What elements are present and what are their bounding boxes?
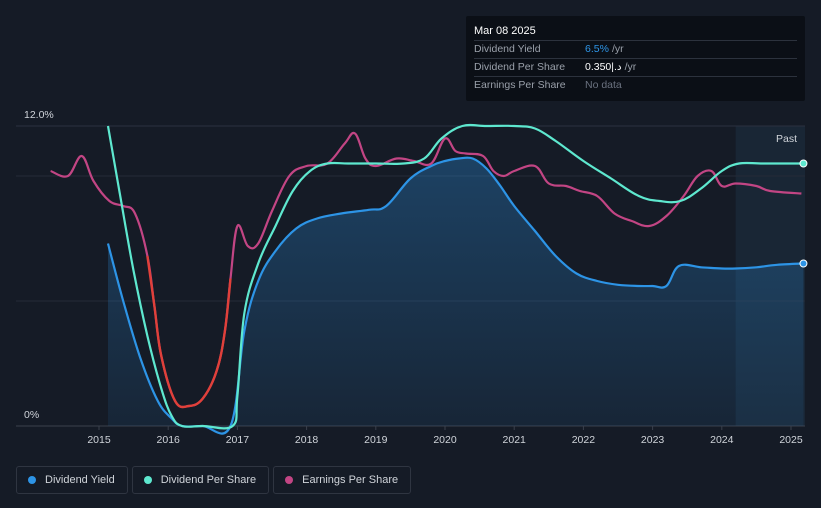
tooltip-value: 6.5% — [585, 43, 609, 55]
x-tick-label: 2022 — [572, 434, 596, 446]
series-line-earnings-per-share-decline — [146, 255, 232, 409]
series-lines-layer — [50, 123, 808, 435]
x-tick-label: 2018 — [295, 434, 319, 446]
end-marker-dividend-yield — [799, 259, 808, 268]
tooltip-label: Earnings Per Share — [474, 79, 566, 91]
x-tick-label: 2016 — [157, 434, 181, 446]
end-marker-dividend-per-share — [799, 159, 808, 168]
legend-dot-icon — [143, 476, 152, 484]
tooltip-row-dividend-yield: Dividend Yield 6.5% /yr — [474, 40, 797, 58]
tooltip-panel: Mar 08 2025 Dividend Yield 6.5% /yr Divi… — [466, 16, 805, 101]
legend-label: Dividend Per Share — [160, 474, 257, 486]
tooltip-value: 0.350|.د — [585, 61, 622, 73]
tooltip-row-earnings-per-share: Earnings Per Share No data — [474, 76, 797, 94]
x-tick-label: 2020 — [433, 434, 457, 446]
tooltip-unit: /yr — [624, 61, 637, 73]
x-tick-label: 2024 — [710, 434, 734, 446]
x-tick-label: 2023 — [641, 434, 665, 446]
x-tick-label: 2021 — [503, 434, 527, 446]
x-tick-label: 2017 — [226, 434, 250, 446]
tooltip-label: Dividend Yield — [474, 43, 541, 55]
tooltip-date: Mar 08 2025 — [474, 25, 536, 37]
y-tick-top: 12.0% — [24, 109, 54, 121]
x-tick-label: 2019 — [364, 434, 388, 446]
dividend-yield-area — [108, 157, 804, 434]
chart-legend: Dividend Yield Dividend Per Share Earnin… — [16, 466, 412, 494]
legend-dot-icon — [285, 476, 294, 484]
legend-label: Earnings Per Share — [302, 474, 399, 486]
legend-item-dividend-yield[interactable]: Dividend Yield — [16, 466, 128, 494]
tooltip-unit: /yr — [611, 43, 624, 55]
past-label: Past — [776, 133, 797, 145]
x-tick-label: 2025 — [779, 434, 803, 446]
legend-label: Dividend Yield — [45, 474, 115, 486]
series-line-dividend-per-share — [106, 123, 804, 430]
dividend-yield-area-layer — [108, 157, 804, 434]
x-ticks-layer: 2015 2016 2017 2018 2019 2020 2021 2022 2023 2024… — [87, 426, 803, 446]
tooltip-row-dividend-per-share: Dividend Per Share 0.350|.د /yr — [474, 58, 797, 76]
tooltip-value: No data — [585, 79, 622, 91]
y-tick-bottom: 0% — [24, 409, 39, 421]
x-tick-label: 2015 — [87, 434, 111, 446]
legend-dot-icon — [28, 476, 36, 484]
legend-item-dividend-per-share[interactable]: Dividend Per Share — [131, 466, 270, 494]
legend-item-earnings-per-share[interactable]: Earnings Per Share — [273, 466, 412, 494]
tooltip-label: Dividend Per Share — [474, 61, 566, 73]
series-line-dividend-yield — [106, 156, 804, 435]
